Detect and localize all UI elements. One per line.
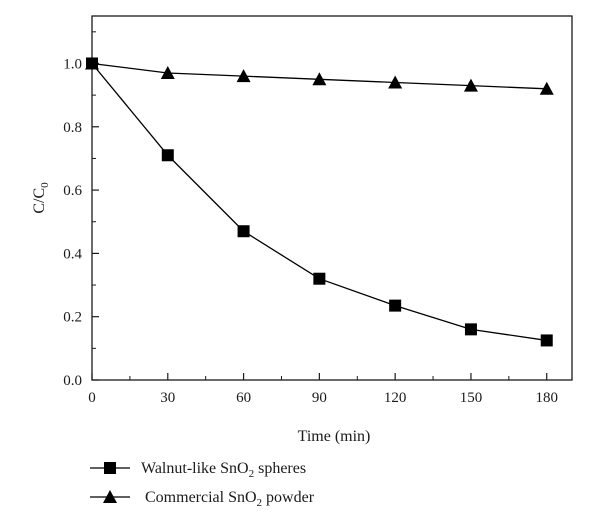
axis-ticks	[91, 31, 548, 381]
y-tick-label: 0.2	[63, 310, 82, 326]
data-point-square	[313, 272, 326, 285]
data-point-triangle	[539, 81, 554, 95]
x-tick-label: 90	[312, 390, 327, 406]
data-point-square	[540, 334, 553, 347]
plot-frame	[91, 15, 573, 381]
x-tick-label: 0	[88, 390, 96, 406]
legend-label-walnut-pre: Walnut-like SnO	[141, 460, 249, 477]
y-axis-title-main: C/C	[31, 188, 48, 214]
x-tick-label: 150	[460, 390, 483, 406]
legend: Walnut-like SnO2 spheres Commercial SnO2…	[90, 460, 315, 509]
legend-marker-square	[104, 462, 116, 474]
y-tick-label: 0.6	[63, 183, 82, 199]
series-lines	[91, 62, 547, 342]
legend-marker-triangle	[103, 490, 117, 503]
legend-label-commercial-post: powder	[262, 489, 315, 506]
x-axis-title: Time (min)	[298, 428, 371, 445]
x-tick-labels: 0 30 60 90 120 150 180	[88, 390, 558, 406]
legend-label-walnut-post: spheres	[254, 460, 306, 477]
data-point-triangle	[236, 69, 251, 83]
y-tick-label: 0.0	[63, 373, 82, 389]
legend-label-commercial: Commercial SnO2 powder	[145, 489, 315, 509]
y-tick-label: 0.8	[63, 120, 82, 136]
legend-label-commercial-pre: Commercial SnO	[145, 489, 257, 506]
legend-label-commercial-sub: 2	[257, 497, 263, 509]
data-point-triangle	[85, 56, 99, 70]
legend-label-walnut-sub: 2	[249, 468, 255, 480]
y-tick-label: 1.0	[63, 56, 82, 72]
series-line-square	[91, 63, 547, 342]
data-point-square	[389, 299, 402, 312]
data-point-triangle	[312, 72, 327, 86]
data-point-square	[161, 149, 174, 162]
series-markers	[85, 56, 554, 347]
legend-label-walnut: Walnut-like SnO2 spheres	[141, 460, 306, 480]
x-tick-label: 30	[160, 390, 175, 406]
data-point-square	[464, 323, 477, 336]
x-tick-label: 180	[535, 390, 558, 406]
data-point-triangle	[160, 65, 175, 79]
y-axis-title: C/C0	[31, 182, 51, 214]
x-tick-label: 120	[384, 390, 407, 406]
y-tick-labels: 0.0 0.2 0.4 0.6 0.8 1.0	[63, 56, 82, 389]
y-axis-title-subscript: 0	[39, 182, 51, 188]
data-point-square	[237, 225, 250, 238]
data-point-triangle	[463, 78, 478, 92]
x-tick-label: 60	[236, 390, 251, 406]
y-tick-label: 0.4	[63, 246, 82, 262]
data-point-triangle	[388, 75, 403, 89]
